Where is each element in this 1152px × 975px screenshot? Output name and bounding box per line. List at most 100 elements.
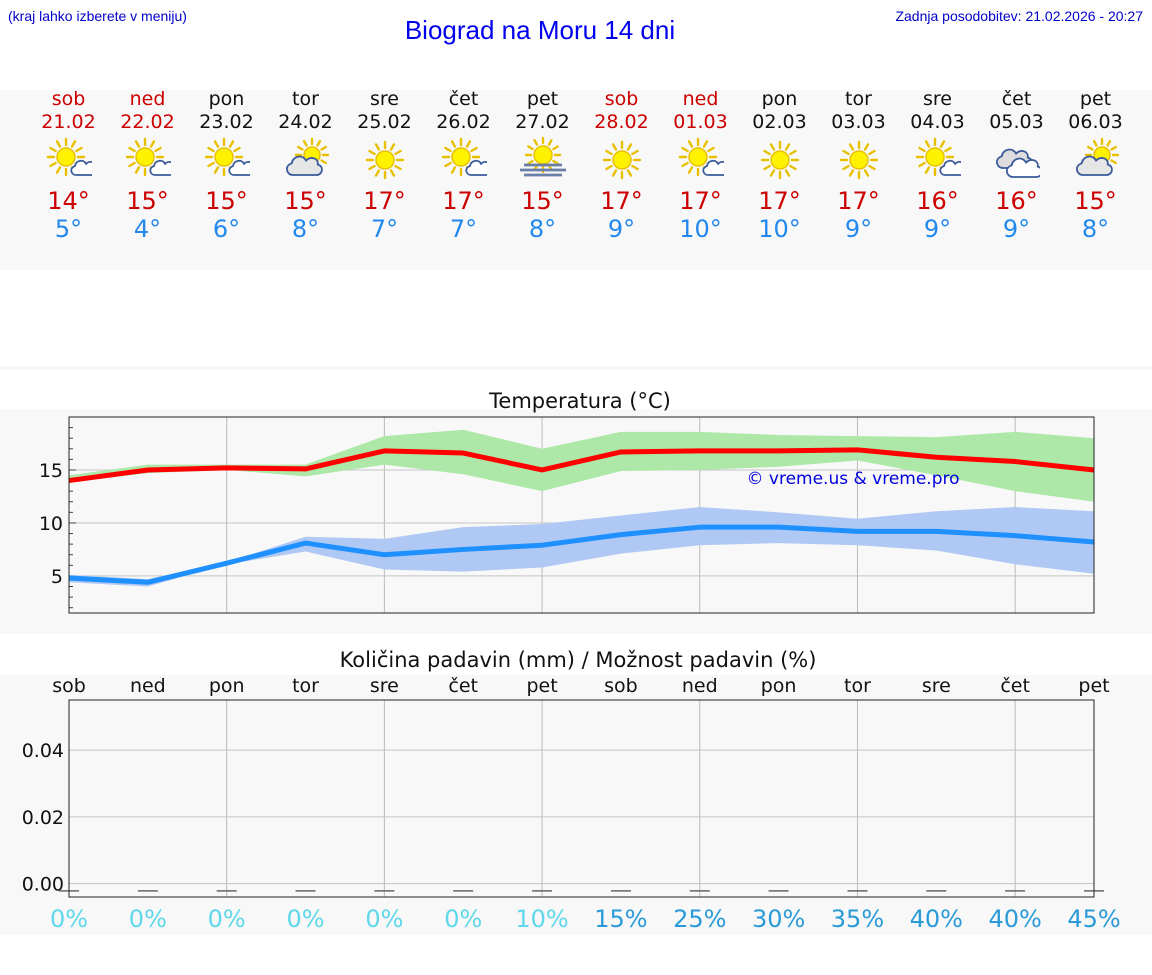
min-temperature: 9° bbox=[1002, 215, 1031, 243]
day-name: sob bbox=[604, 88, 639, 110]
x-day-label: ned bbox=[130, 675, 166, 697]
precipitation-probability: 35% bbox=[831, 905, 884, 933]
max-temperature: 17° bbox=[679, 187, 722, 215]
page-title: Biograd na Moru 14 dni bbox=[404, 15, 676, 45]
precipitation-bar bbox=[926, 890, 947, 892]
day-date: 27.02 bbox=[515, 111, 570, 133]
x-day-label: pon bbox=[761, 675, 797, 697]
x-day-label: pon bbox=[209, 675, 245, 697]
day-forecast: sre 04.03 16° 9° bbox=[898, 88, 977, 243]
min-temperature: 8° bbox=[291, 215, 320, 243]
location-menu-hint[interactable]: (kraj lahko izberete v meniju) bbox=[8, 8, 187, 24]
min-temperature: 9° bbox=[607, 215, 636, 243]
plot-frame bbox=[68, 416, 1095, 614]
precipitation-bar bbox=[532, 890, 553, 892]
day-forecast: sob 28.02 17° 9° bbox=[582, 88, 661, 243]
day-name: sre bbox=[923, 88, 952, 110]
day-forecast: sob 21.02 14° 5° bbox=[29, 88, 108, 243]
min-temperature: 4° bbox=[133, 215, 162, 243]
sun-cloud-icon bbox=[125, 137, 171, 177]
min-temperature: 6° bbox=[212, 215, 241, 243]
max-temperature: 15° bbox=[1074, 187, 1117, 215]
precipitation-probability: 0% bbox=[365, 905, 403, 933]
precipitation-probability: 40% bbox=[910, 905, 963, 933]
day-name: pet bbox=[1079, 88, 1112, 110]
x-day-label: tor bbox=[844, 675, 871, 697]
day-forecast: pon 23.02 15° 6° bbox=[187, 88, 266, 243]
cloudy-icon bbox=[995, 148, 1040, 178]
sun-cloud-icon bbox=[915, 137, 961, 177]
precipitation-bar bbox=[295, 890, 316, 892]
day-date: 02.03 bbox=[752, 111, 807, 133]
precipitation-probability: 0% bbox=[444, 905, 482, 933]
day-forecast: čet 26.02 17° 7° bbox=[424, 88, 503, 243]
day-forecast: sre 25.02 17° 7° bbox=[345, 88, 424, 243]
x-day-label: sre bbox=[370, 675, 399, 697]
temperature-chart-title: Temperatura (°C) bbox=[488, 389, 671, 413]
y-tick-label: 15 bbox=[39, 460, 63, 482]
section-divider bbox=[0, 366, 1152, 370]
precipitation-bar bbox=[1005, 890, 1026, 892]
plot-area bbox=[69, 700, 1094, 897]
min-temperature: 10° bbox=[758, 215, 801, 243]
max-temperature: 15° bbox=[126, 187, 169, 215]
day-name: čet bbox=[448, 88, 479, 110]
precipitation-probability: 10% bbox=[515, 905, 568, 933]
day-name: sob bbox=[51, 88, 86, 110]
day-forecast: ned 01.03 17° 10° bbox=[661, 88, 740, 243]
plot-frame bbox=[68, 699, 1095, 898]
day-name: tor bbox=[845, 88, 872, 110]
day-date: 04.03 bbox=[910, 111, 965, 133]
max-temperature: 15° bbox=[205, 187, 248, 215]
y-tick-label: 0.04 bbox=[22, 740, 64, 762]
day-date: 01.03 bbox=[673, 111, 728, 133]
sun-cloud-icon bbox=[204, 137, 250, 177]
day-name: sre bbox=[370, 88, 399, 110]
day-forecast: tor 03.03 17° 9° bbox=[819, 88, 898, 243]
y-tick-label: 0.02 bbox=[22, 807, 64, 829]
temperature-chart: 5 10 15 Temperatura (°C) © vreme.us & vreme.… bbox=[39, 389, 1095, 614]
x-day-label: sre bbox=[922, 675, 951, 697]
x-day-label: sob bbox=[604, 675, 638, 697]
y-tick-label: 5 bbox=[51, 566, 63, 588]
sun-cloud-icon bbox=[46, 137, 92, 177]
max-temperature: 17° bbox=[837, 187, 880, 215]
precipitation-bar bbox=[610, 890, 631, 892]
precipitation-bar bbox=[768, 890, 789, 892]
precipitation-probability: 0% bbox=[50, 905, 88, 933]
watermark: © vreme.us & vreme.pro bbox=[746, 469, 959, 489]
max-temperature: 17° bbox=[442, 187, 485, 215]
day-forecast: čet 05.03 16° 9° bbox=[977, 88, 1056, 243]
day-forecast: pon 02.03 17° 10° bbox=[740, 88, 819, 243]
x-day-label: sob bbox=[52, 675, 86, 697]
min-temperature: 5° bbox=[54, 215, 83, 243]
max-temperature: 15° bbox=[521, 187, 564, 215]
min-temperature: 10° bbox=[679, 215, 722, 243]
precipitation-bar bbox=[453, 890, 474, 892]
day-name: pon bbox=[208, 88, 245, 110]
day-date: 24.02 bbox=[278, 111, 333, 133]
max-temperature-line bbox=[68, 447, 1095, 484]
precipitation-bar bbox=[137, 890, 158, 892]
precipitation-bar bbox=[374, 890, 395, 892]
precipitation-chart: Količina padavin (mm) / Možnost padavin … bbox=[22, 648, 1121, 933]
y-tick-label: 10 bbox=[39, 513, 63, 535]
x-day-label: ned bbox=[682, 675, 718, 697]
max-temperature: 17° bbox=[363, 187, 406, 215]
day-date: 26.02 bbox=[436, 111, 491, 133]
x-day-label: čet bbox=[448, 675, 478, 697]
precipitation-probability: 0% bbox=[286, 905, 324, 933]
min-temperature: 8° bbox=[1081, 215, 1110, 243]
precipitation-probability: 15% bbox=[594, 905, 647, 933]
max-temperature: 14° bbox=[47, 187, 90, 215]
day-date: 03.03 bbox=[831, 111, 886, 133]
max-temperature: 15° bbox=[284, 187, 327, 215]
day-name: pet bbox=[526, 88, 559, 110]
day-date: 21.02 bbox=[41, 111, 96, 133]
precipitation-bar bbox=[216, 890, 237, 892]
min-temperature: 7° bbox=[449, 215, 478, 243]
y-tick-label: 0.00 bbox=[22, 874, 64, 896]
sun-fog-icon bbox=[519, 137, 566, 177]
x-day-label: čet bbox=[1000, 675, 1030, 697]
day-forecast: tor 24.02 15° 8° bbox=[266, 88, 345, 243]
